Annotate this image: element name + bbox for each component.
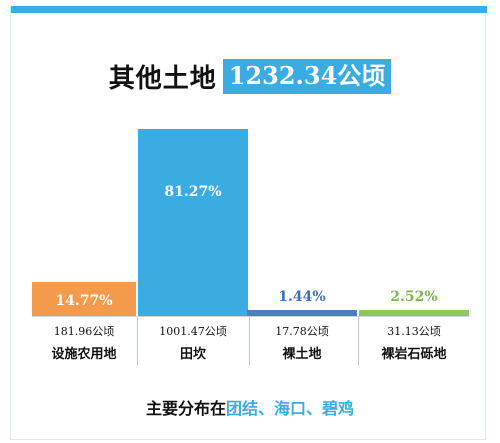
category-label-1: 设施农用地 [51,346,116,362]
top-accent-band [11,6,487,13]
title-total-badge: 1232.34公顷 [222,59,392,94]
distribution-note: 主要分布在团结、海口、碧鸡 [0,395,500,419]
percent-label-2: 81.27% [164,184,221,200]
distribution-prefix: 主要分布在 [145,399,226,418]
chart-frame [10,6,487,440]
title-main: 其他土地 [108,64,217,94]
area-label-1: 181.96公顷 [54,325,115,338]
category-label-2: 田坎 [180,346,206,362]
bar-2 [138,129,248,316]
percent-label-1: 14.77% [55,293,112,309]
percent-label-3: 1.44% [278,289,325,305]
category-label-4: 裸岩石砾地 [381,346,446,362]
area-label-3: 17.78公顷 [275,325,329,338]
distribution-places: 团结、海口、碧鸡 [226,399,355,418]
area-label-4: 31.13公顷 [387,325,441,338]
bar-4 [359,310,469,316]
category-label-3: 裸土地 [282,346,321,362]
percent-label-4: 2.52% [390,289,437,305]
bar-1 [32,282,136,316]
bar-3 [247,310,357,316]
area-label-2: 1001.47公顷 [159,325,227,338]
chart-title: 其他土地 1232.34公顷 [0,58,500,95]
